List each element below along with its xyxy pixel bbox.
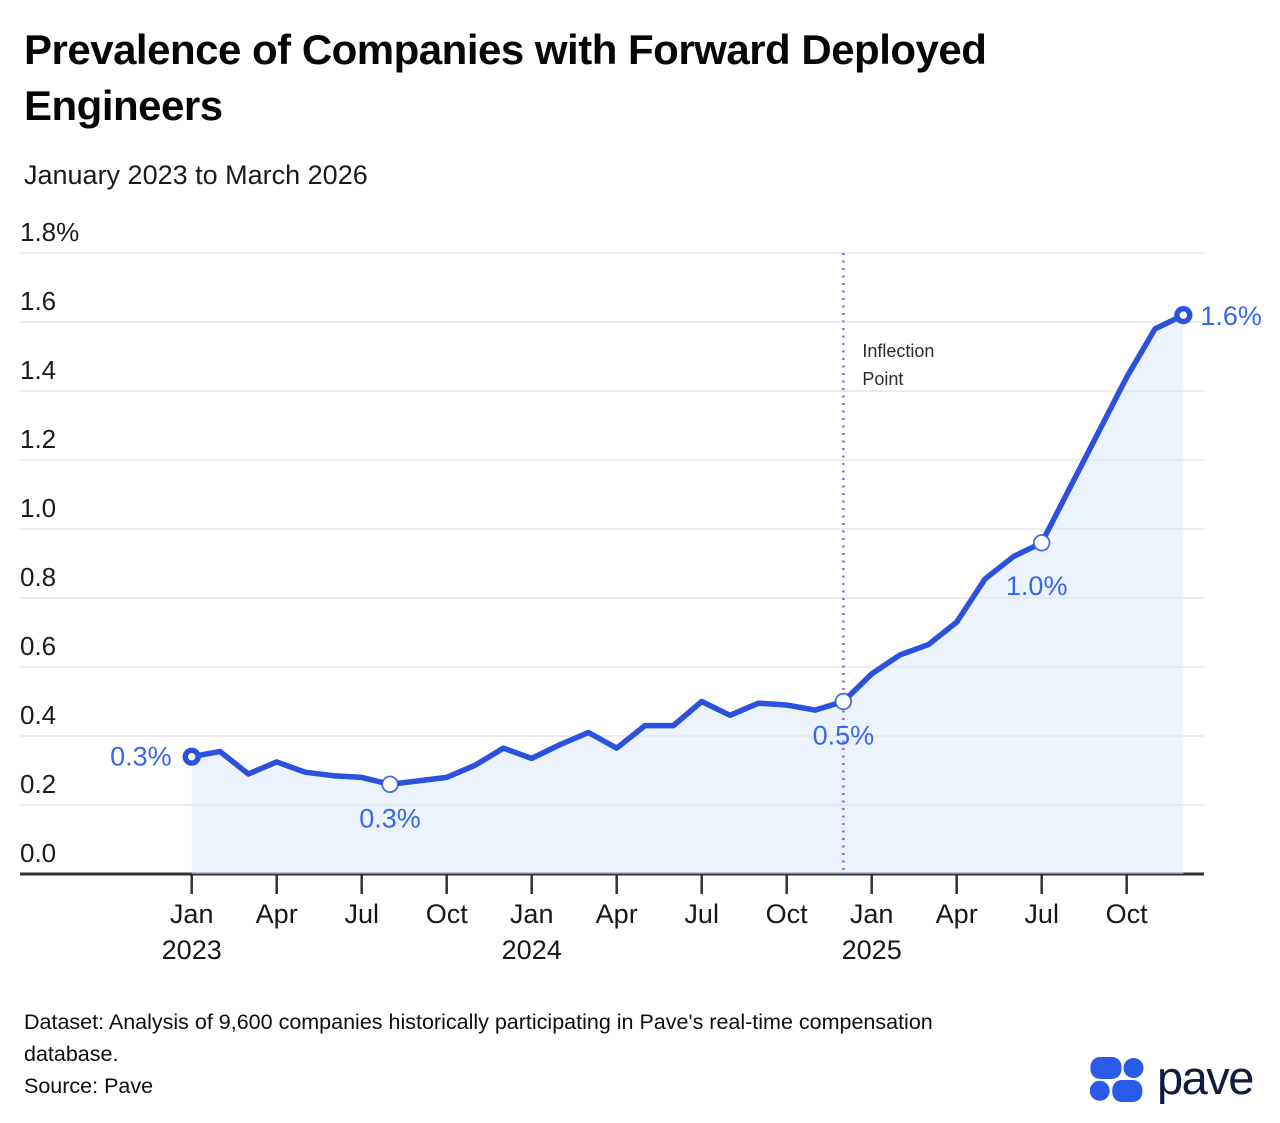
y-tick-label: 0.8 (20, 562, 56, 592)
x-tick-label: Apr (256, 899, 298, 929)
x-tick-label: Oct (1106, 899, 1149, 929)
y-tick-label: 0.4 (20, 700, 56, 730)
source-note: Source: Pave (24, 1074, 154, 1098)
y-tick-label: 1.0 (20, 493, 56, 523)
pave-logo: pave (1090, 1050, 1254, 1108)
y-tick-label: 0.0 (20, 838, 56, 868)
x-tick-year-label: 2024 (502, 935, 562, 965)
chart-subtitle: January 2023 to March 2026 (24, 160, 368, 190)
x-tick-label: Jan (850, 899, 894, 929)
value-callout-label: 1.0% (1006, 571, 1068, 601)
value-callout-label: 0.5% (813, 721, 875, 751)
trend-line (188, 312, 1187, 788)
data-point-marker (381, 775, 399, 794)
value-callout-label: 0.3% (110, 742, 172, 772)
pave-logo-wordmark: pave (1157, 1050, 1254, 1104)
x-tick-label: Oct (766, 899, 809, 929)
y-tick-label: 1.2 (20, 424, 56, 454)
area-fill (191, 315, 1184, 875)
x-tick-label: Jul (684, 899, 719, 929)
x-tick-label: Apr (936, 899, 978, 929)
x-tick-label: Apr (596, 899, 638, 929)
inflection-label: Point (862, 369, 903, 389)
y-tick-label: 1.4 (20, 355, 56, 385)
inflection-label: Inflection (862, 341, 934, 361)
x-tick-label: Jan (170, 899, 214, 929)
x-tick-label: Jan (510, 899, 554, 929)
chart-title: Prevalence of Companies with Forward Dep… (24, 26, 987, 129)
prevalence-line-chart: 1.8% 1.6 1.4 1.2 1.0 0.8 0.6 0.4 0.2 0.0 Inflectio… (20, 217, 1262, 965)
value-callout-label: 0.3% (359, 803, 421, 833)
data-point-marker (182, 747, 201, 766)
dataset-note: Dataset: Analysis of 9,600 companies his… (24, 1010, 933, 1066)
pave-logo-icon (1090, 1057, 1144, 1102)
x-tick-label: Oct (426, 899, 469, 929)
value-callout-label: 1.6% (1200, 301, 1262, 331)
y-tick-label: 1.6 (20, 286, 56, 316)
x-tick-year-label: 2023 (162, 935, 222, 965)
y-tick-label: 0.6 (20, 631, 56, 661)
x-tick-year-label: 2025 (842, 935, 902, 965)
x-tick-label: Jul (1024, 899, 1059, 929)
data-point-marker (834, 692, 853, 711)
y-tick-label: 0.2 (20, 769, 56, 799)
data-point-marker (1174, 305, 1193, 325)
y-tick-label: 1.8% (20, 217, 79, 247)
data-point-marker (1032, 534, 1051, 552)
x-tick-label: Jul (344, 899, 379, 929)
